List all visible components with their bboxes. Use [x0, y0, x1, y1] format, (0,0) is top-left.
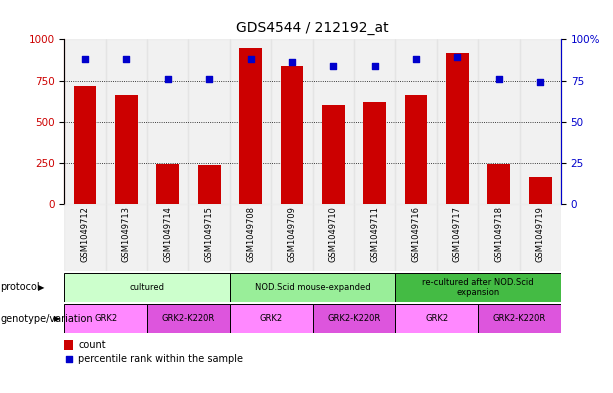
- Bar: [198, 165, 221, 204]
- Bar: [64, 39, 105, 204]
- Bar: [64, 273, 230, 302]
- Title: GDS4544 / 212192_at: GDS4544 / 212192_at: [237, 22, 389, 35]
- Bar: [156, 164, 179, 204]
- Bar: [322, 105, 345, 204]
- Point: [329, 62, 338, 69]
- Bar: [313, 204, 354, 271]
- Bar: [478, 304, 561, 333]
- Text: GSM1049714: GSM1049714: [163, 206, 172, 262]
- Point: [204, 76, 214, 82]
- Text: ▶: ▶: [38, 283, 45, 292]
- Text: GSM1049708: GSM1049708: [246, 206, 255, 262]
- Text: re-cultured after NOD.Scid
expansion: re-cultured after NOD.Scid expansion: [422, 278, 534, 297]
- Bar: [405, 95, 427, 204]
- Text: GSM1049718: GSM1049718: [494, 206, 503, 262]
- Bar: [313, 39, 354, 204]
- Text: GSM1049710: GSM1049710: [329, 206, 338, 262]
- Point: [80, 56, 90, 62]
- Point: [163, 76, 173, 82]
- Point: [535, 79, 545, 85]
- Point: [494, 76, 504, 82]
- Bar: [520, 204, 561, 271]
- Text: NOD.Scid mouse-expanded: NOD.Scid mouse-expanded: [255, 283, 370, 292]
- Bar: [395, 39, 436, 204]
- Bar: [478, 39, 519, 204]
- Bar: [74, 86, 96, 204]
- Point: [370, 62, 379, 69]
- Bar: [529, 177, 552, 204]
- Point: [452, 54, 462, 61]
- Bar: [230, 304, 313, 333]
- Text: GSM1049717: GSM1049717: [453, 206, 462, 262]
- Bar: [115, 95, 138, 204]
- Text: GRK2-K220R: GRK2-K220R: [493, 314, 546, 323]
- Text: GSM1049709: GSM1049709: [287, 206, 297, 262]
- Bar: [189, 204, 230, 271]
- Point: [121, 56, 131, 62]
- Text: GRK2: GRK2: [425, 314, 448, 323]
- Bar: [354, 204, 395, 271]
- Bar: [520, 39, 561, 204]
- Bar: [230, 204, 271, 271]
- Bar: [271, 39, 313, 204]
- Bar: [395, 273, 561, 302]
- Bar: [395, 304, 478, 333]
- Text: GSM1049712: GSM1049712: [80, 206, 89, 262]
- Point: [64, 356, 74, 362]
- Bar: [64, 204, 105, 271]
- Text: count: count: [78, 340, 106, 351]
- Text: ▶: ▶: [53, 314, 60, 323]
- Bar: [436, 39, 478, 204]
- Bar: [487, 164, 510, 204]
- Text: cultured: cultured: [129, 283, 165, 292]
- Text: GSM1049715: GSM1049715: [205, 206, 214, 262]
- Text: GSM1049711: GSM1049711: [370, 206, 379, 262]
- Bar: [105, 204, 147, 271]
- Bar: [147, 39, 189, 204]
- Text: GRK2: GRK2: [94, 314, 117, 323]
- Bar: [436, 204, 478, 271]
- Bar: [271, 204, 313, 271]
- Text: GRK2-K220R: GRK2-K220R: [327, 314, 381, 323]
- Point: [411, 56, 421, 62]
- Text: protocol: protocol: [1, 283, 40, 292]
- Bar: [147, 304, 230, 333]
- Text: GRK2: GRK2: [260, 314, 283, 323]
- Text: GSM1049719: GSM1049719: [536, 206, 545, 262]
- Text: GSM1049713: GSM1049713: [122, 206, 131, 262]
- Text: percentile rank within the sample: percentile rank within the sample: [78, 354, 243, 364]
- Bar: [364, 102, 386, 204]
- Text: GRK2-K220R: GRK2-K220R: [162, 314, 215, 323]
- Bar: [281, 66, 303, 204]
- Bar: [230, 39, 271, 204]
- Point: [246, 56, 256, 62]
- Bar: [64, 304, 147, 333]
- Bar: [230, 273, 395, 302]
- Bar: [147, 204, 189, 271]
- Bar: [189, 39, 230, 204]
- Bar: [395, 204, 436, 271]
- Bar: [239, 48, 262, 204]
- Bar: [64, 340, 74, 351]
- Bar: [105, 39, 147, 204]
- Bar: [354, 39, 395, 204]
- Point: [287, 59, 297, 66]
- Bar: [478, 204, 519, 271]
- Bar: [446, 53, 469, 204]
- Text: genotype/variation: genotype/variation: [1, 314, 93, 323]
- Bar: [313, 304, 395, 333]
- Text: GSM1049716: GSM1049716: [411, 206, 421, 262]
